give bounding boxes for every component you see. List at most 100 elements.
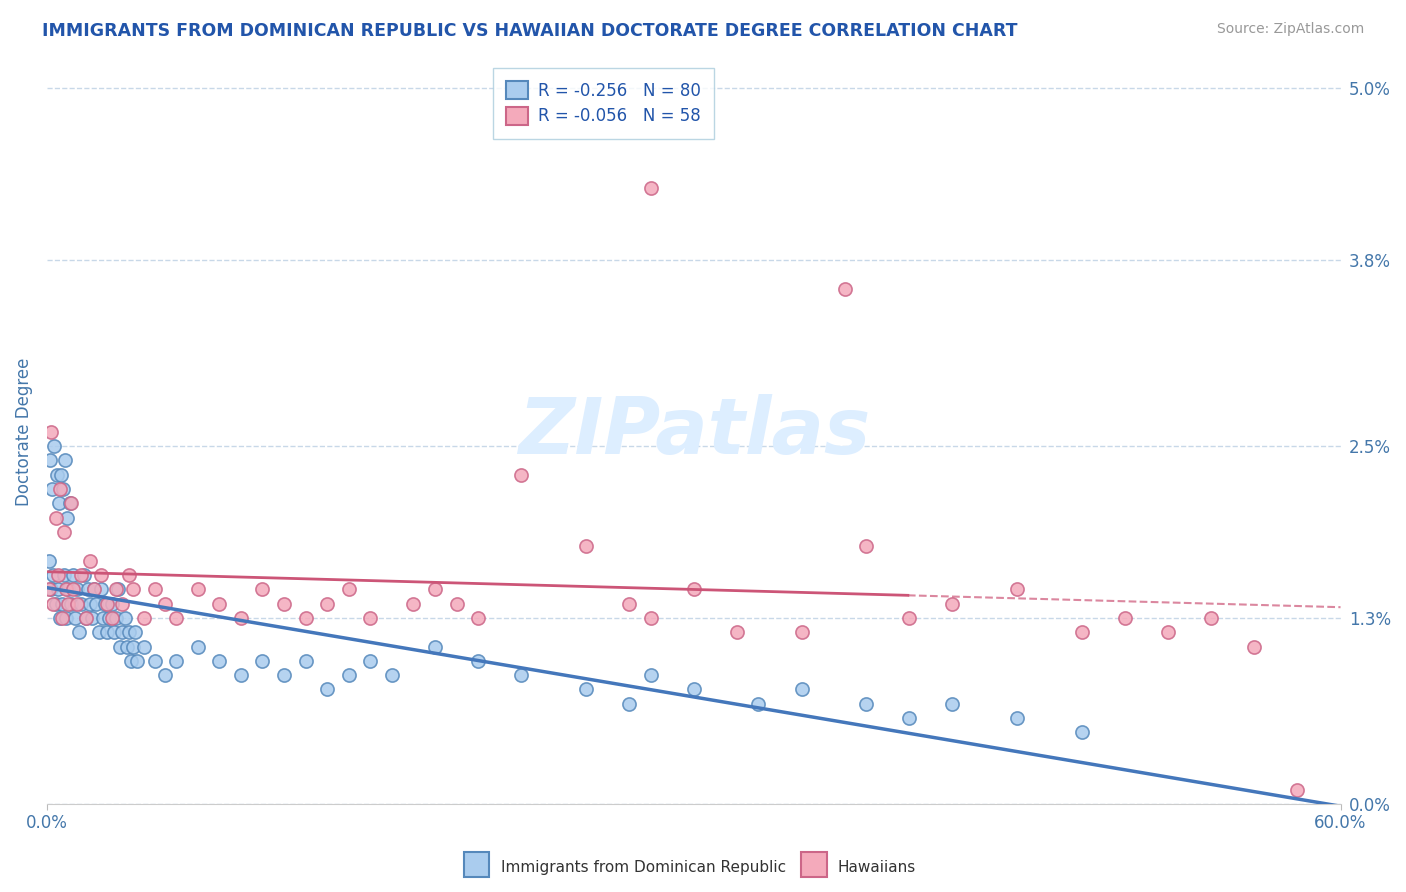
Point xyxy=(39,425,62,439)
Point xyxy=(52,482,75,496)
Point xyxy=(1243,640,1265,654)
Point xyxy=(62,582,84,597)
Point xyxy=(118,568,141,582)
Point xyxy=(86,597,108,611)
Legend: R = -0.256   N = 80, R = -0.056   N = 58: R = -0.256 N = 80, R = -0.056 N = 58 xyxy=(492,68,714,138)
Point xyxy=(55,582,77,597)
Point xyxy=(790,625,813,640)
Point xyxy=(640,668,662,682)
Point xyxy=(38,582,60,597)
Point xyxy=(143,582,166,597)
Point xyxy=(316,682,339,697)
Point xyxy=(941,597,963,611)
Point xyxy=(44,510,66,524)
Point xyxy=(446,597,468,611)
Point xyxy=(96,625,118,640)
Point xyxy=(834,282,856,296)
Point xyxy=(127,654,149,668)
Point xyxy=(208,654,231,668)
Point xyxy=(337,668,360,682)
Point xyxy=(58,582,80,597)
Point xyxy=(58,496,80,510)
Point xyxy=(83,582,105,597)
Point xyxy=(48,496,70,510)
Point xyxy=(510,467,533,482)
Point xyxy=(90,568,112,582)
Point xyxy=(103,625,125,640)
Point xyxy=(1199,611,1222,625)
Point xyxy=(79,554,101,568)
Text: Immigrants from Dominican Republic: Immigrants from Dominican Republic xyxy=(501,861,786,875)
Point xyxy=(122,582,145,597)
Text: Source: ZipAtlas.com: Source: ZipAtlas.com xyxy=(1216,22,1364,37)
Point xyxy=(63,611,86,625)
Point xyxy=(53,453,76,467)
Point xyxy=(273,597,295,611)
Point xyxy=(1286,782,1309,797)
Text: IMMIGRANTS FROM DOMINICAN REPUBLIC VS HAWAIIAN DOCTORATE DEGREE CORRELATION CHAR: IMMIGRANTS FROM DOMINICAN REPUBLIC VS HA… xyxy=(42,22,1018,40)
Point xyxy=(100,611,122,625)
Point xyxy=(83,582,105,597)
Point xyxy=(294,611,316,625)
Point xyxy=(337,582,360,597)
Point xyxy=(467,654,489,668)
Point xyxy=(229,668,252,682)
Point xyxy=(59,496,82,510)
Point xyxy=(59,597,82,611)
Point xyxy=(725,625,748,640)
Point xyxy=(1157,625,1180,640)
Point xyxy=(87,625,110,640)
Point xyxy=(124,625,146,640)
Point xyxy=(402,597,425,611)
Point xyxy=(165,611,187,625)
Point xyxy=(104,582,127,597)
Point xyxy=(46,568,69,582)
Point xyxy=(747,697,769,711)
Point xyxy=(682,682,704,697)
Point xyxy=(51,611,73,625)
Point xyxy=(617,597,640,611)
Point xyxy=(91,611,114,625)
Point xyxy=(111,625,134,640)
Point xyxy=(39,582,62,597)
Text: ZIPatlas: ZIPatlas xyxy=(517,393,870,470)
Point xyxy=(273,668,295,682)
Point xyxy=(423,640,446,654)
Point xyxy=(98,611,121,625)
Point xyxy=(575,682,598,697)
Point xyxy=(53,524,76,539)
Point xyxy=(187,640,209,654)
Point xyxy=(38,554,60,568)
Point xyxy=(55,611,77,625)
Point xyxy=(187,582,209,597)
Point xyxy=(898,611,921,625)
Point xyxy=(640,181,662,195)
Point xyxy=(53,568,76,582)
Point xyxy=(467,611,489,625)
Point xyxy=(56,510,79,524)
Point xyxy=(1005,711,1028,725)
Point xyxy=(108,640,131,654)
Point xyxy=(122,640,145,654)
Point xyxy=(49,482,72,496)
Point xyxy=(82,611,104,625)
Point xyxy=(510,668,533,682)
Point xyxy=(49,611,72,625)
Point xyxy=(44,597,66,611)
Point xyxy=(67,625,90,640)
Point xyxy=(575,539,598,553)
Point xyxy=(39,453,62,467)
Point xyxy=(898,711,921,725)
Point xyxy=(45,467,67,482)
Point xyxy=(316,597,339,611)
Point xyxy=(1005,582,1028,597)
Point xyxy=(155,597,177,611)
Point xyxy=(46,582,69,597)
Point xyxy=(115,640,138,654)
Point xyxy=(70,597,93,611)
Point xyxy=(120,654,142,668)
Point xyxy=(94,597,117,611)
Point xyxy=(165,654,187,668)
Point xyxy=(640,611,662,625)
Point xyxy=(111,597,134,611)
